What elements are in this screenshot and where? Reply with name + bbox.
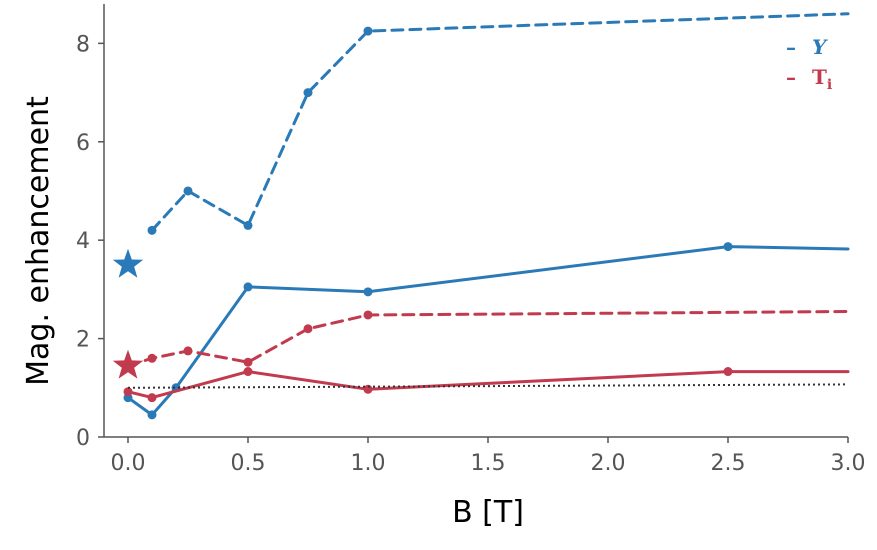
series-0-point-2 bbox=[243, 220, 253, 230]
legend-subscript-1: i bbox=[827, 77, 832, 93]
x-tick-label-0: 0.0 bbox=[111, 451, 146, 476]
chart-marks bbox=[112, 12, 850, 420]
series-0-point-0 bbox=[147, 225, 157, 235]
x-tick-label-6: 3.0 bbox=[831, 451, 866, 476]
series-3-point-2 bbox=[243, 367, 253, 377]
y-tick-label-3: 6 bbox=[76, 131, 90, 156]
series-1-point-4 bbox=[363, 287, 373, 297]
star-marker-0 bbox=[112, 248, 144, 278]
series-2-point-1 bbox=[147, 353, 157, 363]
series-3-point-0 bbox=[123, 387, 133, 397]
series-2-point-2 bbox=[183, 346, 193, 356]
series-3-point-3 bbox=[363, 384, 373, 394]
series-line-0 bbox=[150, 12, 850, 232]
x-tick-label-1: 0.5 bbox=[231, 451, 266, 476]
legend: – Y– Ti bbox=[786, 35, 832, 93]
series-3-point-4 bbox=[723, 367, 733, 377]
series-2-point-5 bbox=[363, 310, 373, 320]
x-tick-label-5: 2.5 bbox=[711, 451, 746, 476]
series-0-point-1 bbox=[183, 186, 193, 196]
y-axis-ticks: 0 2 4 6 8 bbox=[76, 32, 104, 451]
x-tick-label-2: 1.0 bbox=[351, 451, 386, 476]
legend-label-0: Y bbox=[812, 35, 828, 59]
star-marker-1 bbox=[112, 349, 144, 379]
series-0-point-4 bbox=[363, 26, 373, 36]
series-0-point-3 bbox=[303, 88, 313, 98]
series-1-point-3 bbox=[243, 282, 253, 292]
series-3-point-1 bbox=[147, 393, 157, 403]
x-axis-ticks: 0.0 0.5 1.0 1.5 2.0 2.5 3.0 bbox=[111, 437, 866, 476]
x-tick-label-4: 2.0 bbox=[591, 451, 626, 476]
series-2-point-4 bbox=[303, 324, 313, 334]
y-tick-label-0: 0 bbox=[76, 426, 90, 451]
y-tick-label-1: 2 bbox=[76, 328, 90, 353]
series-2-point-3 bbox=[243, 357, 253, 367]
y-tick-label-4: 8 bbox=[76, 32, 90, 57]
legend-marker-1: – bbox=[786, 65, 796, 89]
x-axis-label: B [T] bbox=[452, 495, 524, 530]
y-axis-label: Mag. enhancement bbox=[21, 96, 56, 386]
x-tick-label-3: 1.5 bbox=[471, 451, 506, 476]
series-line-4 bbox=[127, 383, 849, 389]
series-1-point-5 bbox=[723, 242, 733, 252]
y-tick-label-2: 4 bbox=[76, 229, 90, 254]
legend-marker-0: – bbox=[786, 35, 796, 59]
series-1-point-1 bbox=[147, 410, 157, 420]
